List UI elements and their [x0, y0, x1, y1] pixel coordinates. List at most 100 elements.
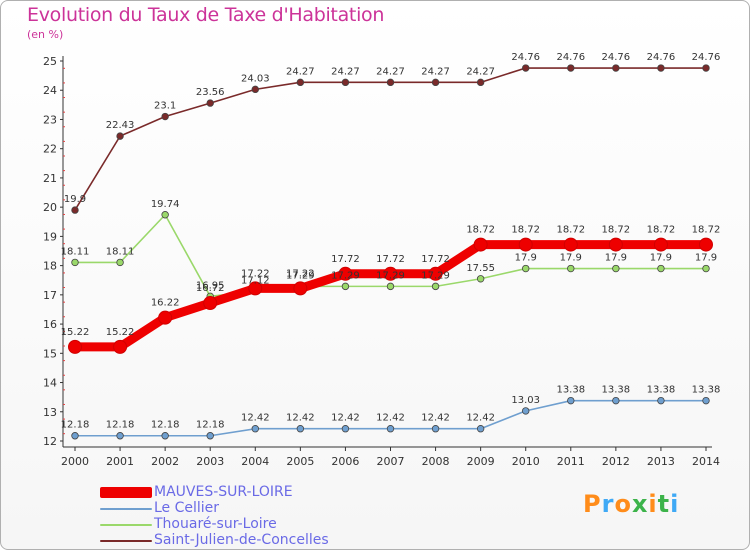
x-tick-label: 2012: [602, 455, 630, 468]
data-label-thouar-sur-loire: 17.9: [605, 253, 627, 264]
data-point-le-cellier: [612, 396, 620, 405]
logo-letter: t: [657, 490, 671, 518]
data-point-saint-julien-de-concelles: [702, 64, 710, 72]
data-label-saint-julien-de-concelles: 24.76: [647, 52, 676, 63]
data-label-saint-julien-de-concelles: 24.76: [692, 52, 721, 63]
y-tick-label: 21: [43, 172, 57, 185]
y-tick-label: 23: [43, 113, 57, 126]
data-label-saint-julien-de-concelles: 23.56: [196, 87, 225, 98]
data-point-le-cellier: [161, 432, 169, 440]
data-point-thouar-sur-loire: [476, 275, 485, 283]
data-label-le-cellier: 12.18: [106, 420, 135, 431]
data-label-le-cellier: 12.18: [61, 420, 90, 431]
data-point-le-cellier: [657, 396, 665, 405]
legend-label: Thouaré-sur-Loire: [154, 516, 277, 532]
data-point-mauves-sur-loire: [338, 266, 353, 281]
data-point-saint-julien-de-concelles: [71, 206, 79, 214]
data-point-saint-julien-de-concelles: [116, 132, 124, 140]
data-label-thouar-sur-loire: 19.74: [151, 199, 180, 210]
data-label-saint-julien-de-concelles: 23.1: [154, 101, 176, 112]
data-label-le-cellier: 12.42: [376, 413, 405, 424]
data-point-mauves-sur-loire: [383, 266, 398, 281]
data-point-mauves-sur-loire: [699, 237, 713, 252]
data-point-mauves-sur-loire: [158, 310, 173, 325]
legend-label: Saint-Julien-de-Concelles: [154, 532, 329, 548]
data-point-mauves-sur-loire: [248, 281, 263, 296]
data-point-le-cellier: [251, 425, 259, 433]
logo-letter: i: [670, 490, 680, 518]
y-tick-label: 24: [43, 84, 57, 97]
data-point-le-cellier: [296, 425, 305, 433]
data-label-le-cellier: 12.42: [241, 413, 270, 424]
data-point-le-cellier: [567, 396, 575, 405]
y-tick-label: 18: [43, 260, 57, 273]
data-label-mauves-sur-loire: 17.72: [376, 254, 405, 265]
data-label-mauves-sur-loire: 16.72: [196, 283, 225, 294]
data-point-mauves-sur-loire: [428, 266, 443, 281]
data-label-mauves-sur-loire: 15.22: [61, 327, 90, 338]
legend-label: MAUVES-SUR-LOIRE: [154, 484, 293, 500]
data-label-le-cellier: 12.18: [196, 420, 225, 431]
y-tick-label: 15: [43, 347, 57, 360]
data-label-mauves-sur-loire: 18.72: [647, 225, 676, 236]
data-label-thouar-sur-loire: 17.12: [241, 275, 270, 286]
data-point-saint-julien-de-concelles: [206, 99, 214, 107]
data-point-saint-julien-de-concelles: [612, 64, 620, 72]
data-point-le-cellier: [476, 425, 485, 433]
data-label-saint-julien-de-concelles: 24.27: [286, 66, 315, 77]
data-label-saint-julien-de-concelles: 24.27: [331, 66, 360, 77]
data-label-saint-julien-de-concelles: 24.27: [421, 66, 450, 77]
data-label-mauves-sur-loire: 15.22: [106, 327, 135, 338]
x-tick-label: 2014: [692, 455, 720, 468]
data-point-thouar-sur-loire: [386, 282, 395, 291]
data-point-mauves-sur-loire: [608, 237, 623, 252]
data-label-le-cellier: 12.42: [286, 413, 315, 424]
data-point-saint-julien-de-concelles: [296, 78, 305, 87]
data-point-saint-julien-de-concelles: [251, 85, 259, 94]
data-point-thouar-sur-loire: [341, 282, 350, 291]
data-point-le-cellier: [386, 425, 395, 433]
x-tick-label: 2000: [61, 455, 89, 468]
data-point-le-cellier: [116, 432, 124, 440]
y-tick-label: 12: [43, 435, 57, 448]
data-label-saint-julien-de-concelles: 24.76: [602, 52, 631, 63]
y-tick-label: 25: [43, 55, 57, 68]
y-tick-label: 17: [43, 289, 57, 302]
x-tick-label: 2007: [377, 455, 405, 468]
data-label-thouar-sur-loire: 17.29: [376, 270, 405, 281]
y-tick-label: 20: [43, 201, 57, 214]
data-label-le-cellier: 12.42: [421, 413, 450, 424]
data-label-mauves-sur-loire: 18.72: [511, 225, 540, 236]
y-tick-label: 13: [43, 406, 57, 419]
y-tick-label: 22: [43, 143, 57, 156]
x-tick-label: 2011: [557, 455, 585, 468]
data-label-le-cellier: 13.38: [556, 385, 585, 396]
legend-swatch: [100, 487, 152, 498]
data-label-saint-julien-de-concelles: 24.27: [466, 66, 495, 77]
unit-label: (en %): [27, 28, 64, 41]
data-label-le-cellier: 12.42: [331, 413, 360, 424]
data-label-thouar-sur-loire: 16.95: [196, 280, 225, 291]
data-label-thouar-sur-loire: 17.29: [421, 270, 450, 281]
data-point-mauves-sur-loire: [563, 237, 578, 252]
data-point-thouar-sur-loire: [612, 264, 620, 273]
legend-swatch: [100, 524, 152, 526]
data-point-saint-julien-de-concelles: [431, 78, 440, 87]
x-tick-label: 2010: [512, 455, 540, 468]
data-point-thouar-sur-loire: [702, 264, 710, 273]
data-point-mauves-sur-loire: [653, 237, 668, 252]
data-point-mauves-sur-loire: [203, 296, 218, 311]
data-label-le-cellier: 13.03: [511, 395, 540, 406]
legend-label: Le Cellier: [154, 500, 220, 516]
chart-title: Evolution du Taux de Taxe d'Habitation: [27, 4, 385, 26]
data-point-saint-julien-de-concelles: [567, 64, 575, 72]
legend-swatch: [100, 540, 152, 542]
data-point-saint-julien-de-concelles: [161, 112, 169, 121]
data-label-mauves-sur-loire: 17.22: [286, 268, 315, 279]
y-tick-label: 16: [43, 318, 57, 331]
series-line-saint-julien-de-concelles: [74, 67, 706, 211]
data-label-thouar-sur-loire: 17.9: [515, 253, 537, 264]
data-point-le-cellier: [341, 425, 350, 433]
data-point-thouar-sur-loire: [116, 258, 124, 267]
data-label-thouar-sur-loire: 17.9: [650, 253, 672, 264]
